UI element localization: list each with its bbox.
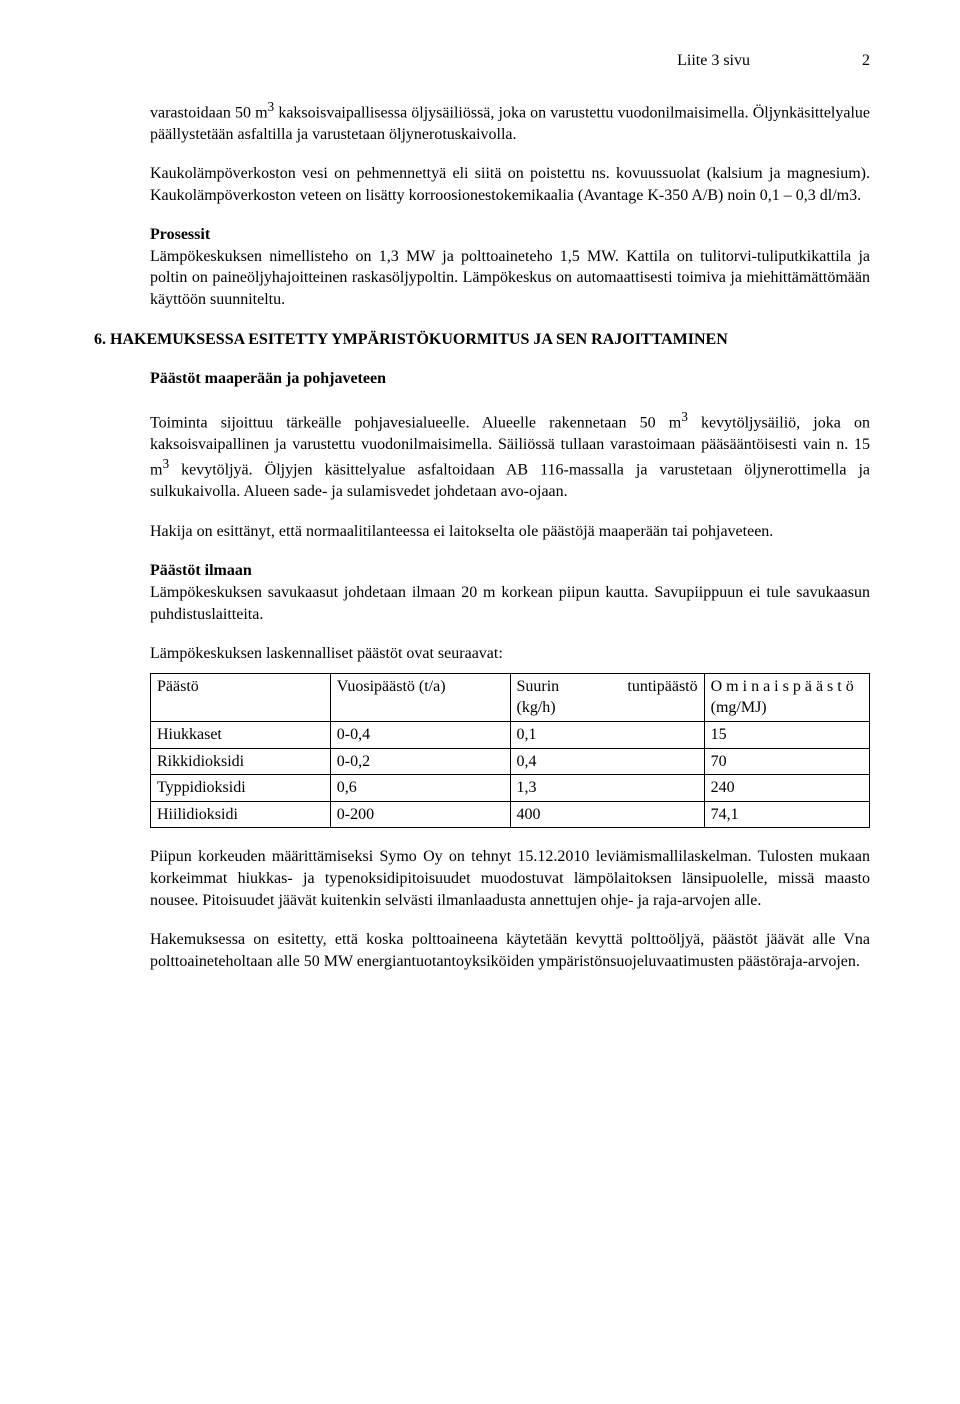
cell: 1,3	[510, 775, 704, 802]
th-hourly: Suurin tuntipäästö (kg/h)	[510, 673, 704, 721]
text-span: Suurin	[517, 676, 560, 698]
paragraph-air: Päästöt ilmaan Lämpökeskuksen savukaasut…	[150, 560, 870, 625]
cell: 15	[704, 722, 869, 749]
table-row: Rikkidioksidi 0-0,2 0,4 70	[151, 748, 870, 775]
text-span: varastoidaan 50 m	[150, 104, 268, 121]
text-span: Toiminta sijoittuu tärkeälle pohjavesial…	[150, 414, 681, 431]
cell: 70	[704, 748, 869, 775]
th-annual: Vuosipäästö (t/a)	[330, 673, 510, 721]
cell: Typpidioksidi	[151, 775, 331, 802]
cell: 240	[704, 775, 869, 802]
th-specific-line2: (mg/MJ)	[711, 699, 767, 716]
th-hourly-line2: (kg/h)	[517, 699, 556, 716]
attachment-label: Liite 3 sivu	[677, 50, 750, 72]
emissions-table: Päästö Vuosipäästö (t/a) Suurin tuntipää…	[150, 673, 870, 829]
cell: Rikkidioksidi	[151, 748, 331, 775]
th-hourly-line1: Suurin tuntipäästö	[517, 676, 698, 698]
th-specific-line1: O m i n a i s p ä ä s t ö	[711, 678, 854, 695]
superscript: 3	[681, 409, 688, 424]
cell: 400	[510, 801, 704, 828]
paragraph-applicant: Hakija on esittänyt, että normaalitilant…	[150, 521, 870, 543]
cell: 0,4	[510, 748, 704, 775]
text-span: Lämpökeskuksen nimellisteho on 1,3 MW ja…	[150, 248, 870, 308]
cell: 0,6	[330, 775, 510, 802]
table-row: Typpidioksidi 0,6 1,3 240	[151, 775, 870, 802]
cell: 0-0,2	[330, 748, 510, 775]
cell: Hiukkaset	[151, 722, 331, 749]
text-span: tuntipäästö	[627, 676, 697, 698]
paragraph-groundwater: Toiminta sijoittuu tärkeälle pohjavesial…	[150, 408, 870, 503]
subheading-process: Prosessit	[150, 226, 210, 243]
paragraph-limits: Hakemuksessa on esitetty, että koska pol…	[150, 929, 870, 972]
paragraph-storage: varastoidaan 50 m3 kaksoisvaipallisessa …	[150, 98, 870, 146]
cell: Hiilidioksidi	[151, 801, 331, 828]
paragraph-water: Kaukolämpöverkoston vesi on pehmennettyä…	[150, 163, 870, 206]
paragraph-stack: Piipun korkeuden määrittämiseksi Symo Oy…	[150, 846, 870, 911]
page-header: Liite 3 sivu 2	[150, 50, 870, 72]
subheading-air: Päästöt ilmaan	[150, 562, 252, 579]
cell: 0,1	[510, 722, 704, 749]
paragraph-table-intro: Lämpökeskuksen laskennalliset päästöt ov…	[150, 643, 870, 665]
th-emission: Päästö	[151, 673, 331, 721]
table-header-row: Päästö Vuosipäästö (t/a) Suurin tuntipää…	[151, 673, 870, 721]
text-span: kevytöljyä. Öljyjen käsittelyalue asfalt…	[150, 462, 870, 501]
cell: 0-200	[330, 801, 510, 828]
table-row: Hiukkaset 0-0,4 0,1 15	[151, 722, 870, 749]
subheading-soil: Päästöt maaperään ja pohjaveteen	[150, 368, 870, 390]
text-span: Lämpökeskuksen savukaasut johdetaan ilma…	[150, 584, 870, 623]
th-specific: O m i n a i s p ä ä s t ö (mg/MJ)	[704, 673, 869, 721]
paragraph-process: Prosessit Lämpökeskuksen nimellisteho on…	[150, 224, 870, 310]
cell: 0-0,4	[330, 722, 510, 749]
cell: 74,1	[704, 801, 869, 828]
section-6-heading: 6. HAKEMUKSESSA ESITETTY YMPÄRISTÖKUORMI…	[94, 329, 870, 351]
document-page: Liite 3 sivu 2 varastoidaan 50 m3 kaksoi…	[0, 0, 960, 1050]
table-row: Hiilidioksidi 0-200 400 74,1	[151, 801, 870, 828]
page-number: 2	[840, 50, 870, 72]
